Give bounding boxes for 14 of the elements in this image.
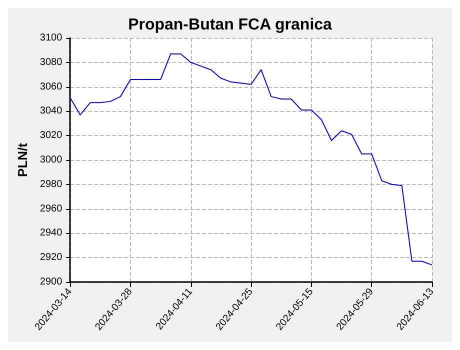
- y-tick-label: 3100: [40, 32, 63, 44]
- y-tick-label: 3000: [40, 154, 63, 166]
- y-axis-title: PLN/t: [15, 142, 30, 177]
- y-tick-label: 3040: [40, 106, 63, 117]
- y-tick-label: 3060: [40, 81, 63, 92]
- y-tick-label: 2940: [40, 228, 63, 239]
- line-series: [70, 53, 432, 266]
- y-tick-label: 2920: [40, 252, 63, 264]
- y-tick-label: 3020: [40, 130, 63, 142]
- y-tick-label: 2960: [40, 203, 63, 214]
- chart-title: Propan-Butan FCA granica: [128, 16, 332, 34]
- y-tick-label: 2900: [40, 276, 63, 288]
- y-tick-label: 2980: [40, 178, 63, 190]
- y-tick-label: 3080: [40, 56, 63, 68]
